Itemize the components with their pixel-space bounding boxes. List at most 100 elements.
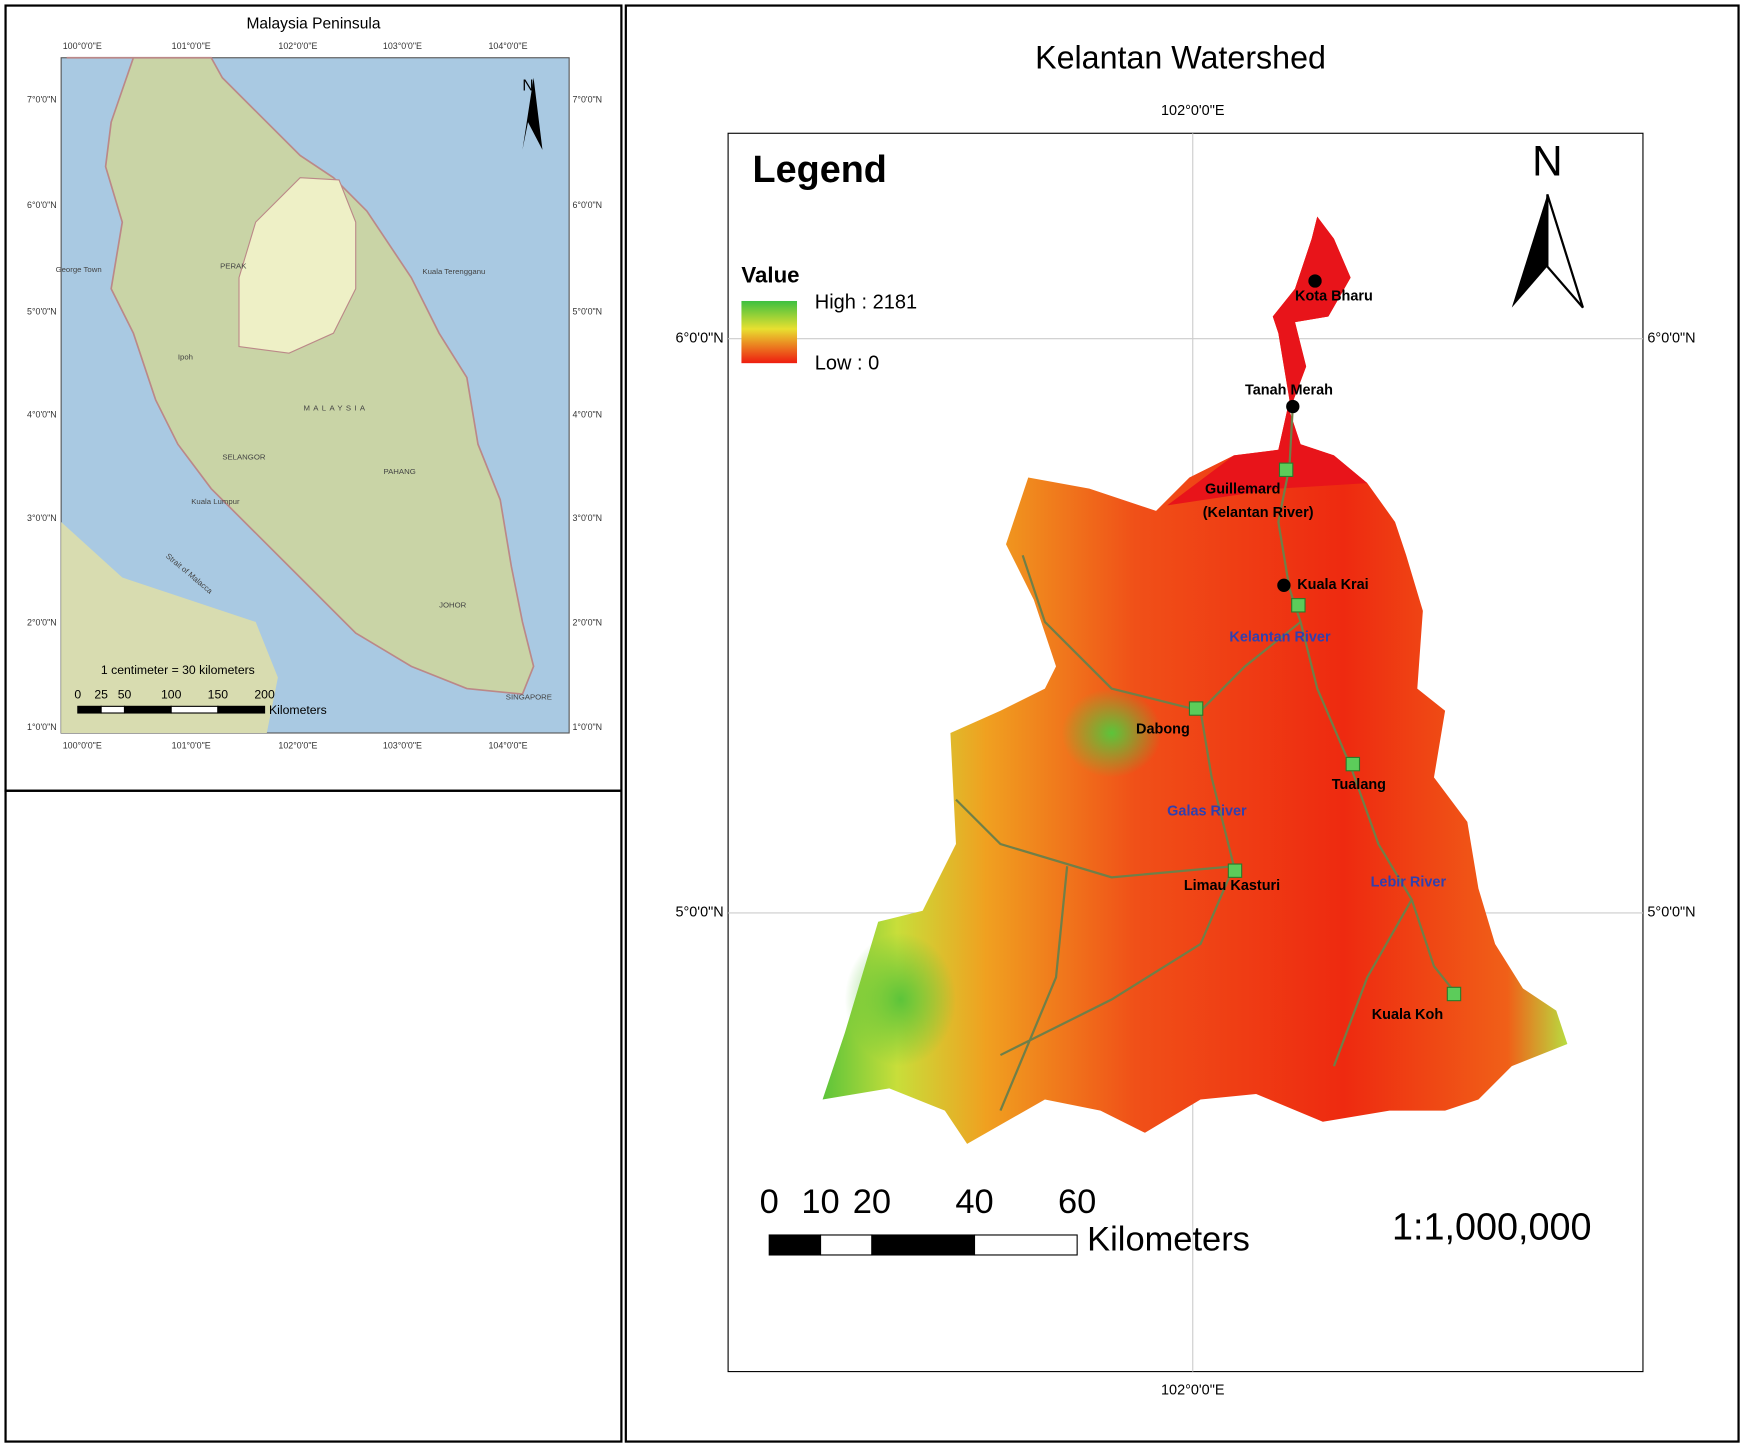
scale-unit: Kilometers <box>1087 1221 1250 1259</box>
main-frame <box>624 4 1740 1443</box>
station-marker <box>1446 986 1462 1002</box>
station-label: Tualang <box>1332 777 1386 793</box>
scale-segment <box>123 705 172 714</box>
scale-segment <box>170 705 219 714</box>
lat-label: 5°0'0"N <box>572 306 602 316</box>
scale-note: 1 centimeter = 30 kilometers <box>101 663 255 677</box>
station-marker <box>1227 863 1243 878</box>
scale-tick-label: 25 <box>94 687 108 701</box>
scale-segment <box>100 705 126 714</box>
station-note: (Kelantan River) <box>1203 505 1314 521</box>
lat-label: 2°0'0"N <box>572 617 602 627</box>
lat-label: 5°0'0"N <box>675 905 723 921</box>
lon-label: 104°0'0"E <box>488 41 527 51</box>
town-label: Kuala Krai <box>1297 577 1368 593</box>
lat-label: 7°0'0"N <box>27 94 57 104</box>
place-label: Ipoh <box>178 353 193 362</box>
rivers <box>955 406 1458 1112</box>
lat-label: 1°0'0"N <box>27 722 57 732</box>
station-label: Dabong <box>1136 721 1190 737</box>
lat-label: 2°0'0"N <box>27 617 57 627</box>
town-label: Tanah Merah <box>1245 383 1333 399</box>
lat-label: 5°0'0"N <box>1647 905 1695 921</box>
highland <box>1061 688 1162 778</box>
lon-label: 102°0'0"E <box>1161 1382 1225 1398</box>
lat-label: 5°0'0"N <box>27 306 57 316</box>
scale-tick-label: 40 <box>955 1183 993 1221</box>
legend-value-title: Value <box>741 262 799 287</box>
north-arrow <box>522 77 543 150</box>
lat-label: 3°0'0"N <box>572 513 602 523</box>
town-marker <box>1308 274 1322 288</box>
legend-low: Low : 0 <box>815 353 879 375</box>
scale-tick-label: 60 <box>1058 1183 1096 1221</box>
river-label: Kelantan River <box>1229 629 1331 645</box>
place-label: JOHOR <box>439 600 467 609</box>
place-label: MALAYSIA <box>303 404 368 413</box>
lon-label: 104°0'0"E <box>488 741 527 751</box>
scale-tick-label: 50 <box>118 687 132 701</box>
scale-tick-label: 100 <box>161 687 182 701</box>
north-arrow <box>1546 194 1584 309</box>
watershed <box>822 216 1568 1144</box>
empty-frame <box>4 789 623 1443</box>
sumatra <box>61 521 278 733</box>
station-marker <box>1291 598 1306 613</box>
scale-segment <box>217 705 266 714</box>
place-label: PERAK <box>220 262 247 271</box>
legend-ramp <box>741 300 798 364</box>
lon-label: 100°0'0"E <box>63 41 102 51</box>
lat-label: 3°0'0"N <box>27 513 57 523</box>
station-marker <box>1188 701 1204 716</box>
place-label: George Town <box>56 265 102 274</box>
lon-label: 101°0'0"E <box>172 741 211 751</box>
scale-tick-label: 150 <box>208 687 229 701</box>
lowland <box>1167 216 1368 506</box>
scale-segment <box>973 1234 1078 1256</box>
station-marker <box>1278 462 1294 478</box>
town-marker <box>1286 399 1300 414</box>
inset-graticule: 100°0'0"E 101°0'0"E 102°0'0"E 103°0'0"E … <box>63 41 528 751</box>
scale-tick-label: 0 <box>760 1183 779 1221</box>
station-label: Guillemard <box>1205 482 1280 498</box>
lon-label: 101°0'0"E <box>172 41 211 51</box>
kelantan-region <box>238 177 357 354</box>
north-label: N <box>522 78 533 95</box>
legend-high: High : 2181 <box>815 291 917 313</box>
scale-segment <box>768 1234 822 1256</box>
place-label: PAHANG <box>384 467 416 476</box>
north-arrow <box>1511 194 1548 308</box>
lat-label: 6°0'0"N <box>1647 331 1695 347</box>
lon-label: 102°0'0"E <box>1161 103 1225 119</box>
lat-label: 6°0'0"N <box>572 200 602 210</box>
lat-label: 4°0'0"N <box>27 410 57 420</box>
lat-label: 6°0'0"N <box>675 331 723 347</box>
lon-label: 103°0'0"E <box>383 741 422 751</box>
north-label: N <box>1532 138 1563 185</box>
scale-tick-label: 10 <box>801 1183 839 1221</box>
station-label: Limau Kasturi <box>1184 878 1280 894</box>
scale-tick-label: 20 <box>853 1183 891 1221</box>
peninsula <box>66 56 535 696</box>
main-title: Kelantan Watershed <box>1035 39 1326 75</box>
place-label: SINGAPORE <box>506 693 552 702</box>
town-label: Kota Bharu <box>1295 288 1373 304</box>
river-label: Galas River <box>1167 804 1247 820</box>
scale-unit: Kilometers <box>269 703 327 717</box>
station-label: Kuala Koh <box>1372 1007 1443 1023</box>
highland <box>844 932 956 1067</box>
lat-label: 6°0'0"N <box>27 200 57 210</box>
lon-label: 102°0'0"E <box>278 41 317 51</box>
lon-label: 102°0'0"E <box>278 741 317 751</box>
scale-segment <box>77 705 102 714</box>
lon-label: 100°0'0"E <box>63 741 102 751</box>
lat-label: 1°0'0"N <box>572 722 602 732</box>
scale-tick-label: 0 <box>74 687 81 701</box>
town-marker <box>1277 578 1291 592</box>
scale-ratio: 1:1,000,000 <box>1392 1206 1592 1248</box>
river-label: Lebir River <box>1371 875 1447 891</box>
lon-label: 103°0'0"E <box>383 41 422 51</box>
scale-tick-label: 200 <box>254 687 275 701</box>
place-label: Kuala Terengganu <box>422 267 485 276</box>
